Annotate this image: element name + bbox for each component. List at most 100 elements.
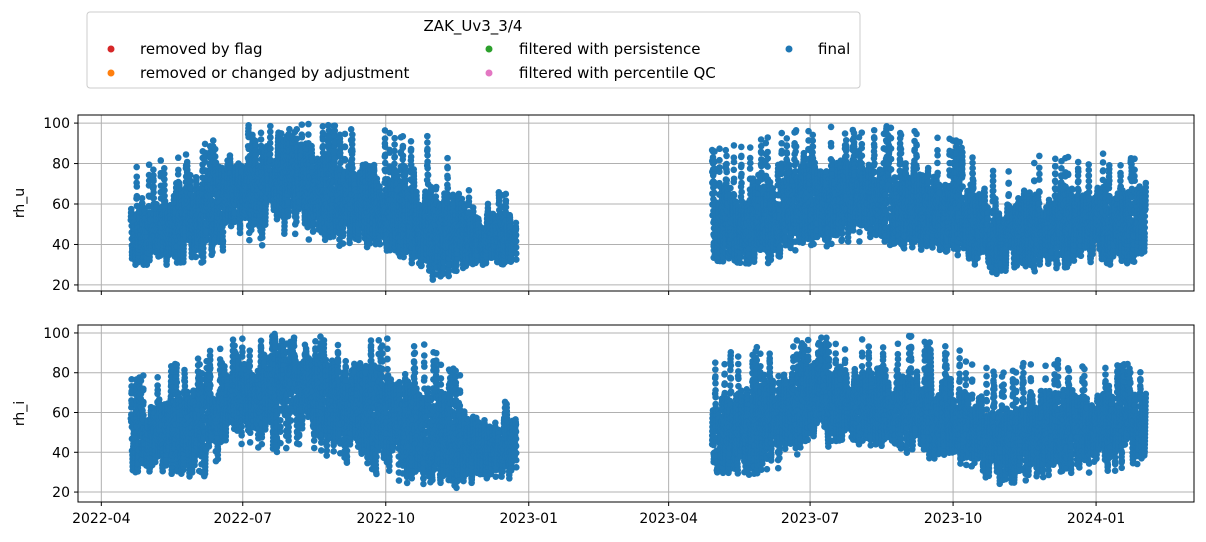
data-point bbox=[738, 143, 745, 151]
data-point bbox=[341, 130, 349, 138]
data-point bbox=[432, 183, 440, 191]
data-point bbox=[484, 200, 492, 208]
data-point bbox=[339, 240, 347, 247]
data-point bbox=[722, 146, 730, 154]
data-point bbox=[150, 166, 157, 173]
data-point bbox=[376, 240, 384, 248]
data-point bbox=[445, 272, 453, 280]
data-point bbox=[267, 145, 274, 152]
data-point bbox=[211, 145, 219, 153]
data-point bbox=[257, 136, 265, 143]
legend-title: ZAK_Uv3_3/4 bbox=[424, 17, 523, 36]
data-point bbox=[267, 134, 274, 141]
data-point bbox=[513, 256, 520, 263]
legend: ZAK_Uv3_3/4 removed by flag removed or c… bbox=[86, 11, 861, 89]
data-point bbox=[202, 237, 210, 244]
data-point bbox=[424, 171, 432, 179]
data-point bbox=[512, 225, 520, 233]
data-point bbox=[161, 186, 168, 194]
data-point bbox=[418, 262, 425, 269]
data-point bbox=[407, 153, 415, 161]
data-point bbox=[407, 145, 415, 153]
legend-label-persistence: filtered with persistence bbox=[519, 40, 700, 58]
data-point bbox=[401, 170, 409, 178]
data-point bbox=[305, 131, 312, 138]
data-point bbox=[150, 194, 158, 202]
data-point bbox=[407, 137, 415, 145]
data-point bbox=[192, 253, 200, 261]
data-point bbox=[161, 175, 168, 183]
data-point bbox=[424, 164, 431, 172]
data-point bbox=[209, 248, 216, 256]
data-point bbox=[738, 179, 745, 187]
data-point bbox=[502, 203, 510, 211]
data-point bbox=[150, 183, 157, 191]
data-point bbox=[391, 147, 398, 155]
data-point bbox=[764, 155, 772, 162]
data-point bbox=[444, 164, 451, 172]
data-point bbox=[246, 236, 253, 244]
data-point bbox=[727, 184, 734, 192]
data-point bbox=[245, 122, 252, 129]
data-point bbox=[502, 197, 510, 204]
data-point bbox=[391, 153, 399, 161]
data-point bbox=[502, 190, 510, 198]
data-point bbox=[746, 144, 754, 151]
data-point bbox=[730, 142, 738, 149]
data-point bbox=[764, 163, 771, 170]
data-point bbox=[331, 122, 339, 129]
data-point bbox=[444, 174, 451, 182]
data-point bbox=[293, 218, 300, 225]
data-point bbox=[175, 166, 182, 174]
data-point bbox=[429, 276, 437, 283]
data-point bbox=[202, 228, 210, 236]
data-point bbox=[424, 139, 431, 146]
data-point bbox=[161, 192, 168, 200]
data-point bbox=[266, 139, 274, 147]
data-point bbox=[236, 229, 244, 237]
data-point bbox=[310, 227, 317, 234]
data-point bbox=[512, 244, 520, 251]
data-point bbox=[341, 143, 349, 151]
data-point bbox=[174, 154, 182, 162]
data-point bbox=[298, 121, 306, 128]
data-point bbox=[133, 173, 141, 181]
legend-marker-removed-or-changed bbox=[107, 69, 115, 77]
data-point bbox=[716, 156, 723, 164]
legend-label-removed-or-changed: removed or changed by adjustment bbox=[140, 64, 409, 82]
data-point bbox=[762, 139, 770, 147]
data-point bbox=[349, 147, 356, 155]
data-point bbox=[219, 237, 227, 245]
data-point bbox=[339, 229, 347, 236]
data-point bbox=[349, 164, 356, 172]
data-point bbox=[349, 131, 356, 138]
data-point bbox=[465, 186, 473, 194]
data-point bbox=[201, 140, 209, 148]
data-point bbox=[764, 148, 771, 156]
data-point bbox=[145, 161, 153, 169]
data-point bbox=[444, 184, 452, 192]
points-rh-u bbox=[127, 120, 1150, 283]
data-point bbox=[284, 212, 292, 220]
data-point bbox=[424, 145, 431, 153]
data-point bbox=[219, 228, 227, 236]
data-point bbox=[211, 153, 219, 160]
data-point bbox=[258, 234, 266, 241]
data-point bbox=[150, 172, 157, 179]
data-point bbox=[730, 175, 738, 183]
data-point bbox=[150, 177, 157, 185]
data-point bbox=[445, 261, 453, 268]
data-point bbox=[319, 122, 327, 130]
data-point bbox=[236, 222, 244, 230]
data-point bbox=[298, 134, 306, 141]
legend-marker-final bbox=[785, 45, 793, 53]
data-point bbox=[257, 129, 265, 137]
legend-label-removed-by-flag: removed by flag bbox=[140, 40, 263, 58]
data-point bbox=[512, 237, 520, 245]
data-point bbox=[341, 156, 349, 164]
legend-label-percentile-qc: filtered with percentile QC bbox=[519, 64, 716, 82]
data-point bbox=[512, 231, 520, 239]
data-point bbox=[512, 219, 520, 227]
legend-frame bbox=[86, 11, 861, 89]
